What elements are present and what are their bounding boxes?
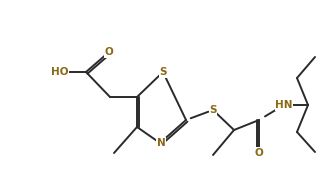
- Text: S: S: [159, 67, 167, 77]
- Text: N: N: [157, 138, 165, 148]
- Text: HN: HN: [275, 100, 293, 110]
- Text: S: S: [209, 105, 217, 115]
- Text: HO: HO: [51, 67, 69, 77]
- Text: O: O: [255, 148, 263, 158]
- Text: O: O: [105, 47, 113, 57]
